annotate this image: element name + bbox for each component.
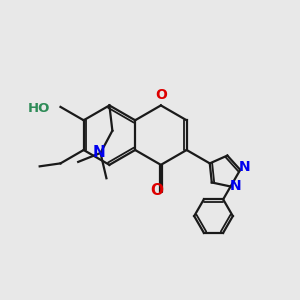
Text: O: O <box>155 88 167 102</box>
Text: HO: HO <box>28 102 50 115</box>
Text: N: N <box>230 179 242 194</box>
Text: O: O <box>150 183 163 198</box>
Text: N: N <box>93 146 105 160</box>
Text: N: N <box>239 160 250 174</box>
